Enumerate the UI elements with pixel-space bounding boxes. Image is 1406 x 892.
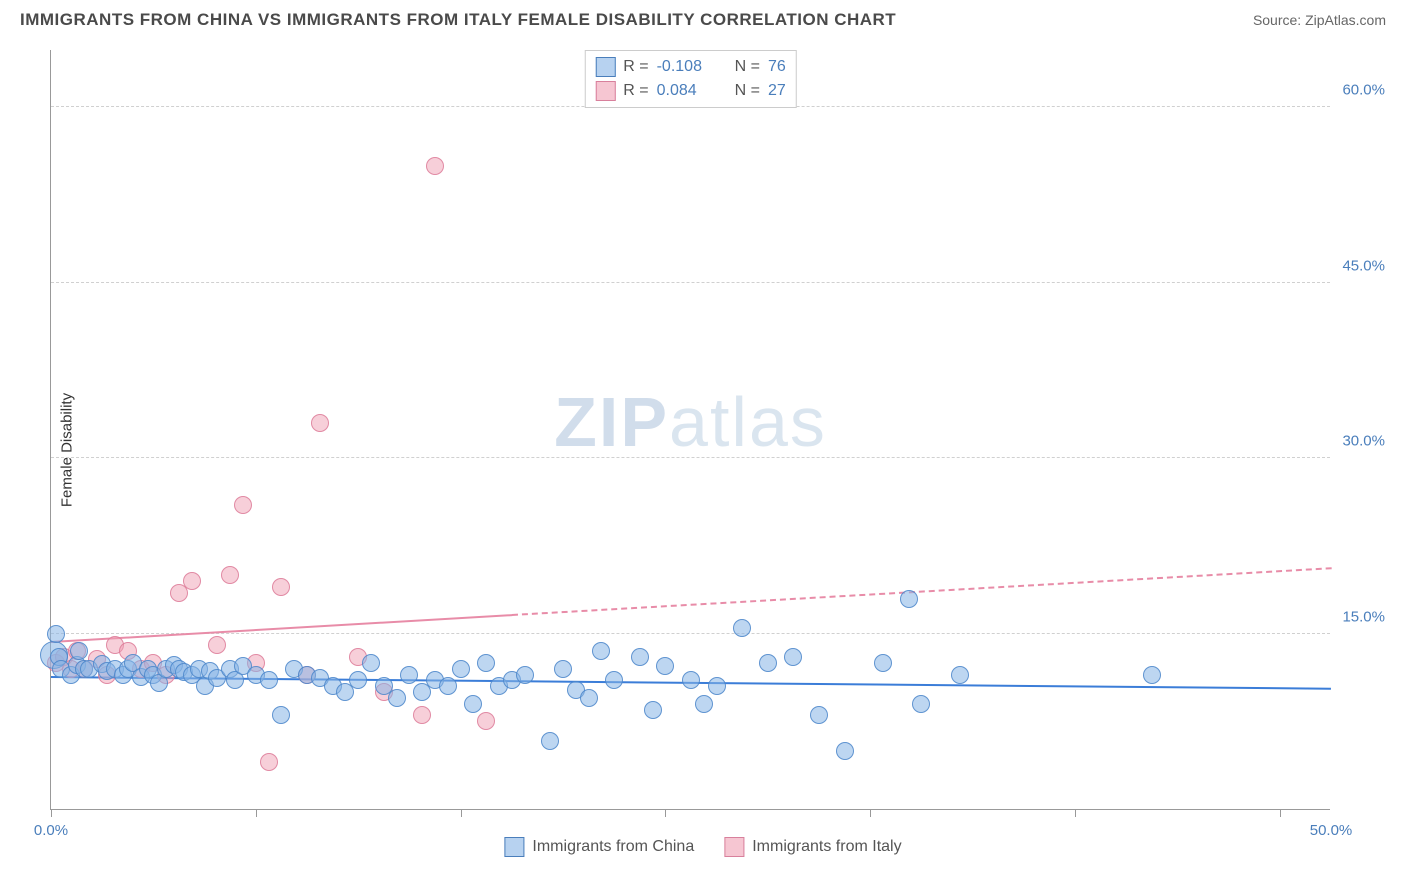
data-point [810,706,828,724]
chart-title: IMMIGRANTS FROM CHINA VS IMMIGRANTS FROM… [20,10,896,30]
x-tick [870,809,871,817]
r-value-italy: 0.084 [657,82,717,100]
n-value-china: 76 [768,58,786,76]
data-point [477,712,495,730]
data-point [413,706,431,724]
plot-area: ZIPatlas R = -0.108 N = 76 R = 0.084 N =… [50,50,1330,810]
legend-item-italy: Immigrants from Italy [724,837,901,857]
trend-line [512,567,1331,616]
data-point [592,642,610,660]
n-label: N = [735,82,760,100]
r-label: R = [623,82,648,100]
r-value-china: -0.108 [657,58,717,76]
data-point [900,590,918,608]
source-name: ZipAtlas.com [1305,12,1386,28]
swatch-italy-icon [724,837,744,857]
data-point [580,689,598,707]
chart-container: Female Disability ZIPatlas R = -0.108 N … [0,35,1406,865]
data-point [311,414,329,432]
data-point [452,660,470,678]
watermark-light: atlas [669,383,827,461]
data-point [733,619,751,637]
source-attribution: Source: ZipAtlas.com [1253,12,1386,28]
data-point [388,689,406,707]
data-point [183,572,201,590]
data-point [400,666,418,684]
swatch-italy-icon [595,81,615,101]
x-tick [256,809,257,817]
legend-row-italy: R = 0.084 N = 27 [595,79,785,103]
gridline [51,633,1330,634]
swatch-china-icon [504,837,524,857]
legend-label-china: Immigrants from China [532,838,694,856]
x-tick [665,809,666,817]
watermark-bold: ZIP [554,383,669,461]
data-point [951,666,969,684]
swatch-china-icon [595,57,615,77]
data-point [47,625,65,643]
data-point [426,157,444,175]
source-prefix: Source: [1253,12,1305,28]
data-point [464,695,482,713]
data-point [656,657,674,675]
legend-item-china: Immigrants from China [504,837,694,857]
data-point [682,671,700,689]
data-point [477,654,495,672]
data-point [221,566,239,584]
y-tick-label: 30.0% [1342,433,1385,450]
data-point [695,695,713,713]
data-point [439,677,457,695]
y-tick-label: 15.0% [1342,608,1385,625]
data-point [208,636,226,654]
data-point [349,671,367,689]
series-legend: Immigrants from China Immigrants from It… [504,837,901,857]
data-point [836,742,854,760]
data-point [541,732,559,750]
data-point [605,671,623,689]
data-point [272,706,290,724]
x-tick-label: 0.0% [34,822,68,839]
data-point [644,701,662,719]
x-tick-label: 50.0% [1310,822,1353,839]
legend-row-china: R = -0.108 N = 76 [595,55,785,79]
x-tick [1075,809,1076,817]
legend-label-italy: Immigrants from Italy [752,838,901,856]
data-point [759,654,777,672]
data-point [554,660,572,678]
data-point [708,677,726,695]
n-label: N = [735,58,760,76]
data-point [362,654,380,672]
correlation-legend: R = -0.108 N = 76 R = 0.084 N = 27 [584,50,796,108]
watermark: ZIPatlas [554,382,827,462]
data-point [234,496,252,514]
gridline [51,282,1330,283]
header: IMMIGRANTS FROM CHINA VS IMMIGRANTS FROM… [0,0,1406,35]
data-point [260,753,278,771]
data-point [784,648,802,666]
data-point [631,648,649,666]
x-tick [51,809,52,817]
data-point [874,654,892,672]
data-point [516,666,534,684]
y-tick-label: 45.0% [1342,257,1385,274]
data-point [272,578,290,596]
n-value-italy: 27 [768,82,786,100]
x-tick [1280,809,1281,817]
r-label: R = [623,58,648,76]
data-point [1143,666,1161,684]
data-point [260,671,278,689]
data-point [70,642,88,660]
gridline [51,457,1330,458]
y-tick-label: 60.0% [1342,82,1385,99]
data-point [912,695,930,713]
x-tick [461,809,462,817]
